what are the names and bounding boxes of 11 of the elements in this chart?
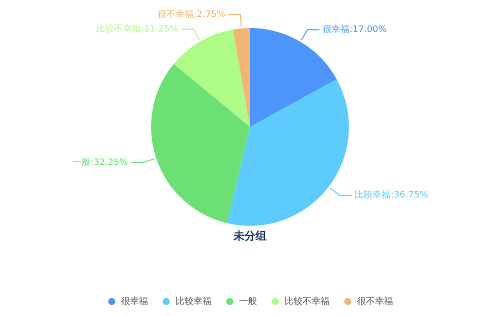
data-label: 一般:32.25% [72, 156, 128, 168]
data-label: 很不幸福:2.75% [158, 8, 226, 20]
legend-label: 比较幸福 [175, 296, 212, 307]
text: 未分组 [232, 229, 266, 242]
data-label: 比较幸福:36.75% [354, 190, 429, 201]
legend-label: 很幸福 [120, 296, 148, 307]
data-label: 很幸福:17.00% [322, 24, 388, 36]
legend-label: 很不幸福 [356, 296, 393, 307]
data-label: 比较不幸福:11.25% [96, 24, 179, 35]
legend-label: 一般 [238, 296, 257, 307]
legend-label: 比较不幸福 [284, 296, 330, 307]
